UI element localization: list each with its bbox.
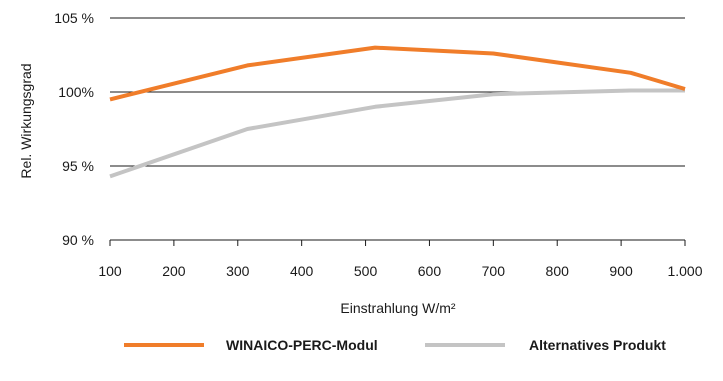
y-tick-label: 95 % (62, 158, 94, 174)
y-tick-label: 100% (58, 84, 94, 100)
y-axis-title: Rel. Wirkungsgrad (18, 63, 34, 178)
x-tick-label: 600 (418, 263, 442, 279)
x-tick-label: 100 (98, 263, 122, 279)
legend-label-alternative: Alternatives Produkt (529, 337, 666, 353)
y-tick-label: 90 % (62, 232, 94, 248)
x-tick-label: 900 (609, 263, 633, 279)
legend-label-winaico: WINAICO-PERC-Modul (226, 337, 378, 353)
x-tick-label: 200 (162, 263, 186, 279)
x-axis-title: Einstrahlung W/m² (340, 300, 455, 316)
grid-lines (110, 17, 685, 241)
x-tick-label: 1.000 (667, 263, 702, 279)
series-line-alternative (109, 88, 685, 179)
legend: WINAICO-PERC-Modul Alternatives Produkt (124, 337, 666, 353)
x-tick-label: 700 (482, 263, 506, 279)
x-tick-label: 300 (226, 263, 250, 279)
x-tick-label: 500 (354, 263, 378, 279)
series-lines (109, 45, 686, 179)
x-tick-label: 400 (290, 263, 314, 279)
y-tick-label: 105 % (54, 10, 94, 26)
x-tick-label: 800 (546, 263, 570, 279)
series-line-winaico (109, 45, 686, 102)
axes: 90 % 95 % 100% 105 % 100 200 300 400 500 600 700 80… (54, 10, 702, 279)
